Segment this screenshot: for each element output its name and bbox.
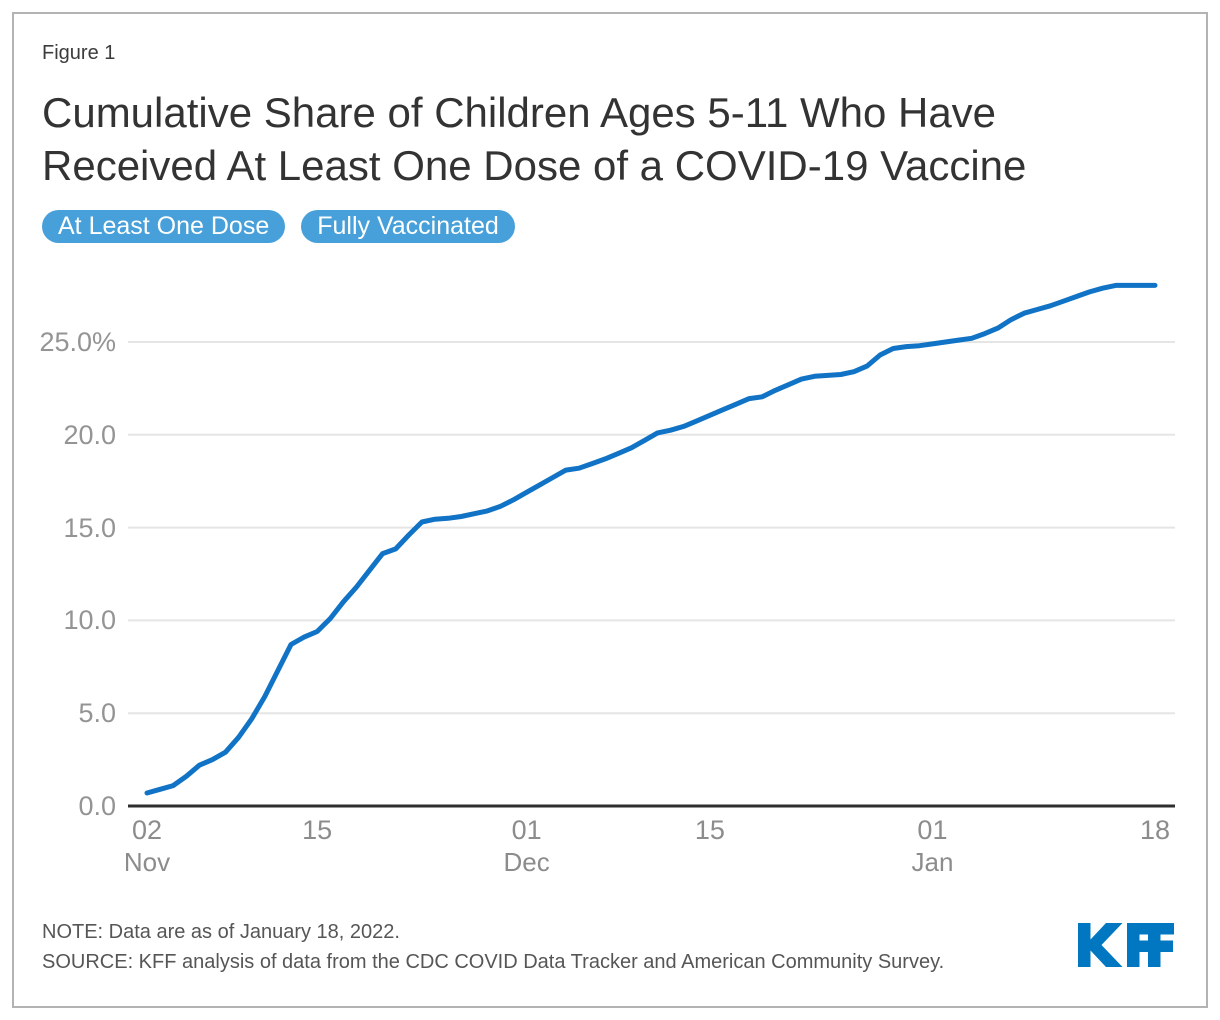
tab-fully-vaccinated[interactable]: Fully Vaccinated xyxy=(301,210,515,243)
y-axis-tick-label: 25.0% xyxy=(39,327,116,357)
kff-logo-letter-f2 xyxy=(1148,923,1174,967)
footnotes: NOTE: Data are as of January 18, 2022. S… xyxy=(42,917,944,977)
y-axis-tick-label: 5.0 xyxy=(78,698,116,729)
tab-at-least-one-dose[interactable]: At Least One Dose xyxy=(42,210,286,243)
x-axis-month-label: Jan xyxy=(911,847,954,877)
y-axis-tick-label: 20.0 xyxy=(63,419,116,450)
chart-title: Cumulative Share of Children Ages 5-11 W… xyxy=(42,86,1026,192)
series-toggle-group: At Least One Dose Fully Vaccinated xyxy=(42,210,515,243)
figure-label: Figure 1 xyxy=(42,42,116,64)
x-axis-tick-label: 01 xyxy=(511,815,542,845)
x-axis-tick-label: 01 xyxy=(917,815,948,845)
x-axis-tick-label: 18 xyxy=(1139,815,1171,845)
kff-logo-letter-k xyxy=(1078,923,1123,967)
y-axis-tick-label: 10.0 xyxy=(63,605,116,636)
note-text: NOTE: Data are as of January 18, 2022. xyxy=(42,921,400,943)
chart-title-line1: Cumulative Share of Children Ages 5-11 W… xyxy=(42,89,997,136)
x-axis-tick-label: 02 xyxy=(131,815,163,845)
x-axis-month-label: Dec xyxy=(503,847,550,877)
chart-title-line2: Received At Least One Dose of a COVID-19… xyxy=(42,142,1027,189)
kff-logo xyxy=(1078,923,1174,967)
x-axis-tick-label: 15 xyxy=(694,815,725,845)
y-axis-tick-label: 15.0 xyxy=(63,512,116,543)
x-axis-tick-label: 15 xyxy=(302,815,333,845)
series-line-at-least-one-dose xyxy=(144,282,1158,796)
x-axis-month-label: Nov xyxy=(123,847,171,877)
y-axis-tick-label: 0.0 xyxy=(78,791,116,821)
kff-logo-letter-f1 xyxy=(1127,923,1153,967)
source-text: SOURCE: KFF analysis of data from the CD… xyxy=(42,951,945,973)
